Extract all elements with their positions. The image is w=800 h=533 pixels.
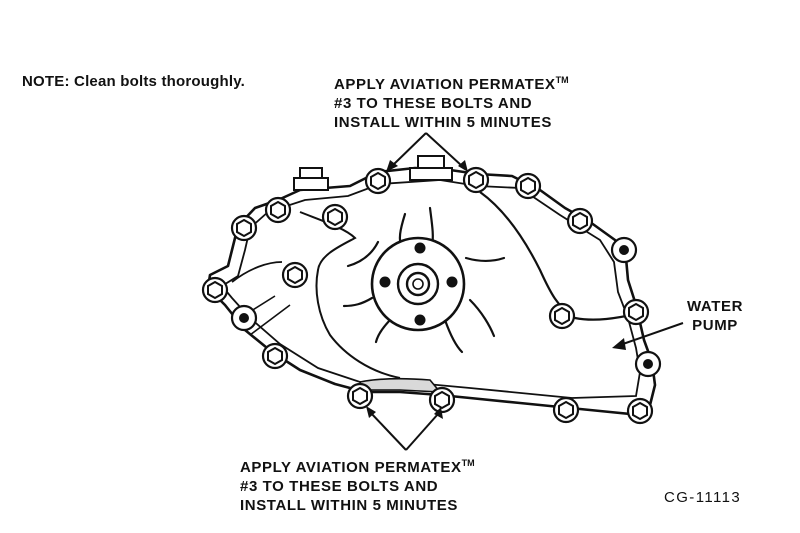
top-callout-line3: INSTALL WITHIN 5 MINUTES (334, 114, 553, 131)
bolt (548, 302, 576, 330)
top-fitting-center (409, 155, 453, 181)
inner-passage-left (299, 211, 401, 379)
hub-hole-bottom (414, 314, 426, 326)
bottom-callout-label: APPLY AVIATION PERMATEXTM #3 TO THESE BO… (240, 458, 475, 515)
bolt (514, 172, 542, 200)
hub-hole-right (446, 276, 458, 288)
top-arrowhead-right (458, 160, 468, 172)
top-callout-label: APPLY AVIATION PERMATEXTM #3 TO THESE BO… (334, 75, 569, 132)
bottom-callout-arrows (369, 411, 439, 451)
note-text: NOTE: Clean bolts thoroughly. (22, 73, 246, 90)
inner-passage-left-2 (231, 261, 283, 283)
bolt (321, 203, 349, 231)
bottom-arrowhead-right (434, 407, 443, 419)
lower-passage-shade (359, 377, 442, 393)
hub-hole-top (414, 242, 426, 254)
water-pump-leader (619, 322, 684, 346)
top-fitting-left (293, 167, 329, 191)
bolt (634, 350, 662, 378)
bolt (610, 236, 638, 264)
bottom-callout-trademark: TM (461, 458, 475, 468)
bolt (230, 214, 258, 242)
volute-contour (479, 191, 637, 321)
bolt (566, 207, 594, 235)
pump-hub (370, 236, 466, 332)
water-pump-line2: PUMP (692, 317, 738, 334)
bottom-callout-line1: APPLY AVIATION PERMATEX (240, 459, 462, 476)
top-arrowhead-left (386, 160, 398, 172)
bottom-callout-line2: #3 TO THESE BOLTS AND (240, 478, 439, 495)
gasket-inner-line (220, 179, 641, 399)
bolt (264, 196, 292, 224)
water-pump-label: WATER PUMP (687, 297, 743, 335)
bolt (281, 261, 309, 289)
bolt (428, 386, 456, 414)
bolt (346, 382, 374, 410)
water-pump-arrowhead (612, 338, 626, 350)
bottom-arrowhead-left (366, 406, 376, 418)
bottom-callout-line3: INSTALL WITHIN 5 MINUTES (240, 497, 459, 514)
bolt (201, 276, 229, 304)
hub-hole-left (379, 276, 391, 288)
top-callout-line1: APPLY AVIATION PERMATEX (334, 76, 556, 93)
water-pump-line1: WATER (687, 298, 744, 315)
bolt (230, 304, 258, 332)
top-callout-line2: #3 TO THESE BOLTS AND (334, 95, 533, 112)
figure-id: CG-11113 (664, 489, 742, 506)
bolt (364, 167, 392, 195)
top-callout-trademark: TM (555, 75, 569, 85)
bolt (552, 396, 580, 424)
top-callout-arrows (391, 132, 463, 167)
bolt (622, 298, 650, 326)
bolt (626, 397, 654, 425)
bolt (261, 342, 289, 370)
